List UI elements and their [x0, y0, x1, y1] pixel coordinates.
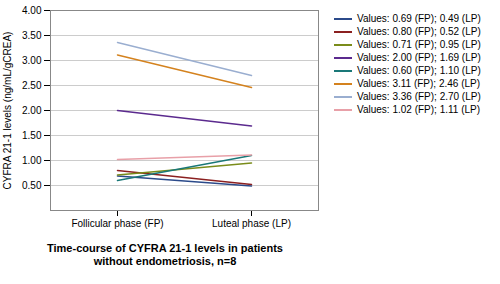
html-text:without endometriosis, n=8: without endometriosis, n=8 [93, 255, 237, 267]
html-text:Values: 3.36 (FP); 2.70 (LP): Values: 3.36 (FP); 2.70 (LP) [357, 91, 481, 102]
svg-text:0.50: 0.50 [22, 180, 42, 191]
svg-text:1.00: 1.00 [22, 155, 42, 166]
html-text:Values: 0.80 (FP); 0.52 (LP): Values: 0.80 (FP); 0.52 (LP) [357, 26, 481, 37]
html-text:Values: 3.11 (FP); 2.46 (LP): Values: 3.11 (FP); 2.46 (LP) [357, 78, 480, 89]
svg-text:3.00: 3.00 [22, 55, 42, 66]
svg-text:CYFRA 21-1 levels (ng/mL/gCREA: CYFRA 21-1 levels (ng/mL/gCREA) [2, 32, 13, 190]
svg-text:Luteal phase (LP): Luteal phase (LP) [212, 218, 291, 229]
svg-text:1.50: 1.50 [22, 130, 42, 141]
html-text:Values: 0.60 (FP); 1.10 (LP): Values: 0.60 (FP); 1.10 (LP) [357, 65, 481, 76]
svg-text:3.50: 3.50 [22, 30, 42, 41]
html-text:Values: 2.00 (FP); 1.69 (LP): Values: 2.00 (FP); 1.69 (LP) [357, 52, 481, 63]
svg-text:2.00: 2.00 [22, 105, 42, 116]
html-text:Values: 1.02 (FP); 1.11 (LP): Values: 1.02 (FP); 1.11 (LP) [357, 104, 480, 115]
svg-text:Follicular phase (FP): Follicular phase (FP) [71, 218, 163, 229]
svg-text:2.50: 2.50 [22, 80, 42, 91]
html-text:Values: 0.69 (FP); 0.49 (LP): Values: 0.69 (FP); 0.49 (LP) [357, 13, 481, 24]
html-text:Time-course of CYFRA 21-1 leve: Time-course of CYFRA 21-1 levels in pati… [47, 242, 283, 254]
html-text:Values: 0.71 (FP); 0.95 (LP): Values: 0.71 (FP); 0.95 (LP) [357, 39, 481, 50]
svg-text:4.00: 4.00 [22, 5, 42, 16]
